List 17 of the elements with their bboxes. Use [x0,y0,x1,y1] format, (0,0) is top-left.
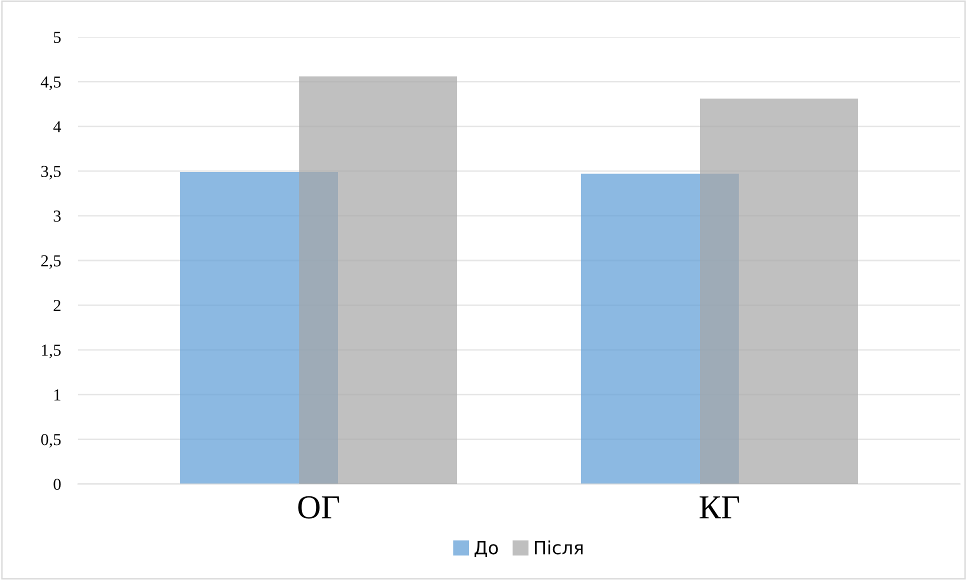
legend-label: Після [534,540,583,554]
y-tick-label: 2,5 [41,255,61,269]
bar [299,76,458,484]
y-tick-label: 2 [54,300,60,311]
bar [700,98,858,484]
y-tick-label: 5 [54,32,61,43]
y-tick-label: 4 [53,121,62,132]
y-tick-label: 4,5 [40,76,61,90]
y-tick-label: 1,5 [42,344,61,358]
x-tick-label: ОГ [298,496,340,519]
y-tick-label: 0 [54,478,61,490]
y-tick-label: 0,5 [41,434,61,448]
y-tick-label: 3,5 [41,166,61,180]
legend-label: До [474,541,498,558]
y-tick-label: 1 [54,389,60,400]
y-tick-label: 3 [54,210,61,222]
x-tick-label: КГ [700,496,740,518]
